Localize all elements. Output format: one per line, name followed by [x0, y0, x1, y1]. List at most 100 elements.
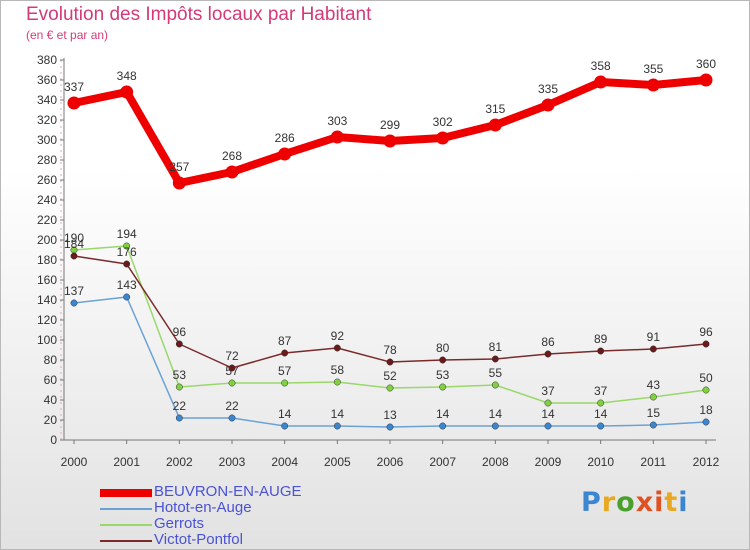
- data-point: [597, 422, 605, 430]
- data-point: [646, 78, 660, 92]
- legend-label: Victot-Pontfol: [154, 531, 243, 548]
- x-tick-label: 2012: [693, 455, 720, 469]
- data-point: [544, 422, 552, 430]
- legend-swatch: [100, 540, 152, 542]
- x-tick-label: 2006: [377, 455, 404, 469]
- y-tick-label: 20: [44, 413, 58, 427]
- data-label: 87: [278, 334, 292, 348]
- data-label: 92: [331, 329, 345, 343]
- logo-letter: t: [664, 487, 679, 518]
- data-label: 57: [278, 364, 292, 378]
- logo-letter: i: [654, 487, 665, 518]
- data-point: [281, 379, 289, 387]
- data-point: [120, 85, 134, 99]
- data-point: [333, 378, 341, 386]
- data-label: 15: [647, 406, 661, 420]
- data-point: [225, 165, 239, 179]
- data-point: [281, 349, 289, 357]
- data-point: [330, 130, 344, 144]
- data-point: [594, 75, 608, 89]
- data-label: 43: [647, 378, 661, 392]
- data-label: 137: [64, 284, 84, 298]
- data-point: [544, 399, 552, 407]
- data-label: 81: [489, 340, 503, 354]
- x-tick-label: 2010: [587, 455, 614, 469]
- data-point: [491, 381, 499, 389]
- legend-label: Gerrots: [154, 515, 205, 532]
- y-tick-label: 260: [37, 173, 57, 187]
- y-tick-label: 360: [37, 73, 57, 87]
- data-label: 257: [169, 160, 189, 174]
- data-label: 14: [489, 407, 503, 421]
- data-label: 58: [331, 363, 345, 377]
- data-point: [281, 422, 289, 430]
- y-tick-label: 340: [37, 93, 57, 107]
- data-point: [67, 96, 81, 110]
- x-tick-label: 2001: [113, 455, 140, 469]
- data-label: 14: [594, 407, 608, 421]
- data-label: 303: [327, 114, 347, 128]
- data-label: 143: [117, 278, 137, 292]
- y-tick-label: 140: [37, 293, 57, 307]
- y-tick-label: 40: [44, 393, 58, 407]
- data-label: 14: [541, 407, 555, 421]
- data-point: [175, 383, 183, 391]
- y-tick-label: 380: [37, 53, 57, 67]
- y-tick-label: 0: [50, 433, 57, 447]
- data-label: 89: [594, 332, 608, 346]
- data-label: 22: [225, 399, 239, 413]
- legend-swatch: [100, 489, 152, 497]
- y-tick-label: 80: [44, 353, 58, 367]
- x-tick-label: 2009: [535, 455, 562, 469]
- data-label: 337: [64, 80, 84, 94]
- data-point: [436, 131, 450, 145]
- data-point: [333, 344, 341, 352]
- y-tick-label: 240: [37, 193, 57, 207]
- data-point: [386, 384, 394, 392]
- data-label: 53: [173, 368, 187, 382]
- data-label: 13: [383, 408, 397, 422]
- data-label: 348: [117, 69, 137, 83]
- data-point: [491, 355, 499, 363]
- data-label: 37: [541, 384, 555, 398]
- x-tick-label: 2011: [640, 455, 666, 469]
- legend-swatch: [100, 524, 152, 526]
- data-point: [439, 356, 447, 364]
- legend-swatch: [100, 508, 152, 510]
- data-point: [439, 422, 447, 430]
- data-label: 358: [591, 59, 611, 73]
- y-tick-label: 280: [37, 153, 57, 167]
- data-label: 52: [383, 369, 397, 383]
- data-point: [488, 118, 502, 132]
- data-point: [649, 421, 657, 429]
- data-label: 14: [331, 407, 345, 421]
- data-label: 22: [173, 399, 187, 413]
- data-point: [702, 340, 710, 348]
- data-point: [597, 399, 605, 407]
- y-tick-label: 100: [37, 333, 57, 347]
- data-point: [123, 242, 131, 250]
- data-point: [649, 393, 657, 401]
- data-label: 315: [485, 102, 505, 116]
- x-tick-label: 2007: [429, 455, 456, 469]
- data-point: [386, 423, 394, 431]
- data-label: 286: [275, 131, 295, 145]
- x-tick-label: 2000: [61, 455, 88, 469]
- data-label: 184: [64, 237, 84, 251]
- legend-label: Hotot-en-Auge: [154, 499, 252, 516]
- data-label: 18: [699, 403, 713, 417]
- x-tick-label: 2002: [166, 455, 193, 469]
- data-label: 190: [64, 231, 84, 245]
- data-point: [386, 358, 394, 366]
- y-tick-label: 160: [37, 273, 57, 287]
- data-point: [228, 379, 236, 387]
- data-label: 360: [696, 57, 716, 71]
- data-point: [649, 345, 657, 353]
- data-point: [228, 414, 236, 422]
- y-tick-label: 200: [37, 233, 57, 247]
- logo-letter: x: [635, 487, 655, 518]
- x-tick-label: 2004: [271, 455, 298, 469]
- data-label: 194: [117, 227, 137, 241]
- proxiti-logo: Proxiti: [581, 487, 689, 518]
- data-point: [278, 147, 292, 161]
